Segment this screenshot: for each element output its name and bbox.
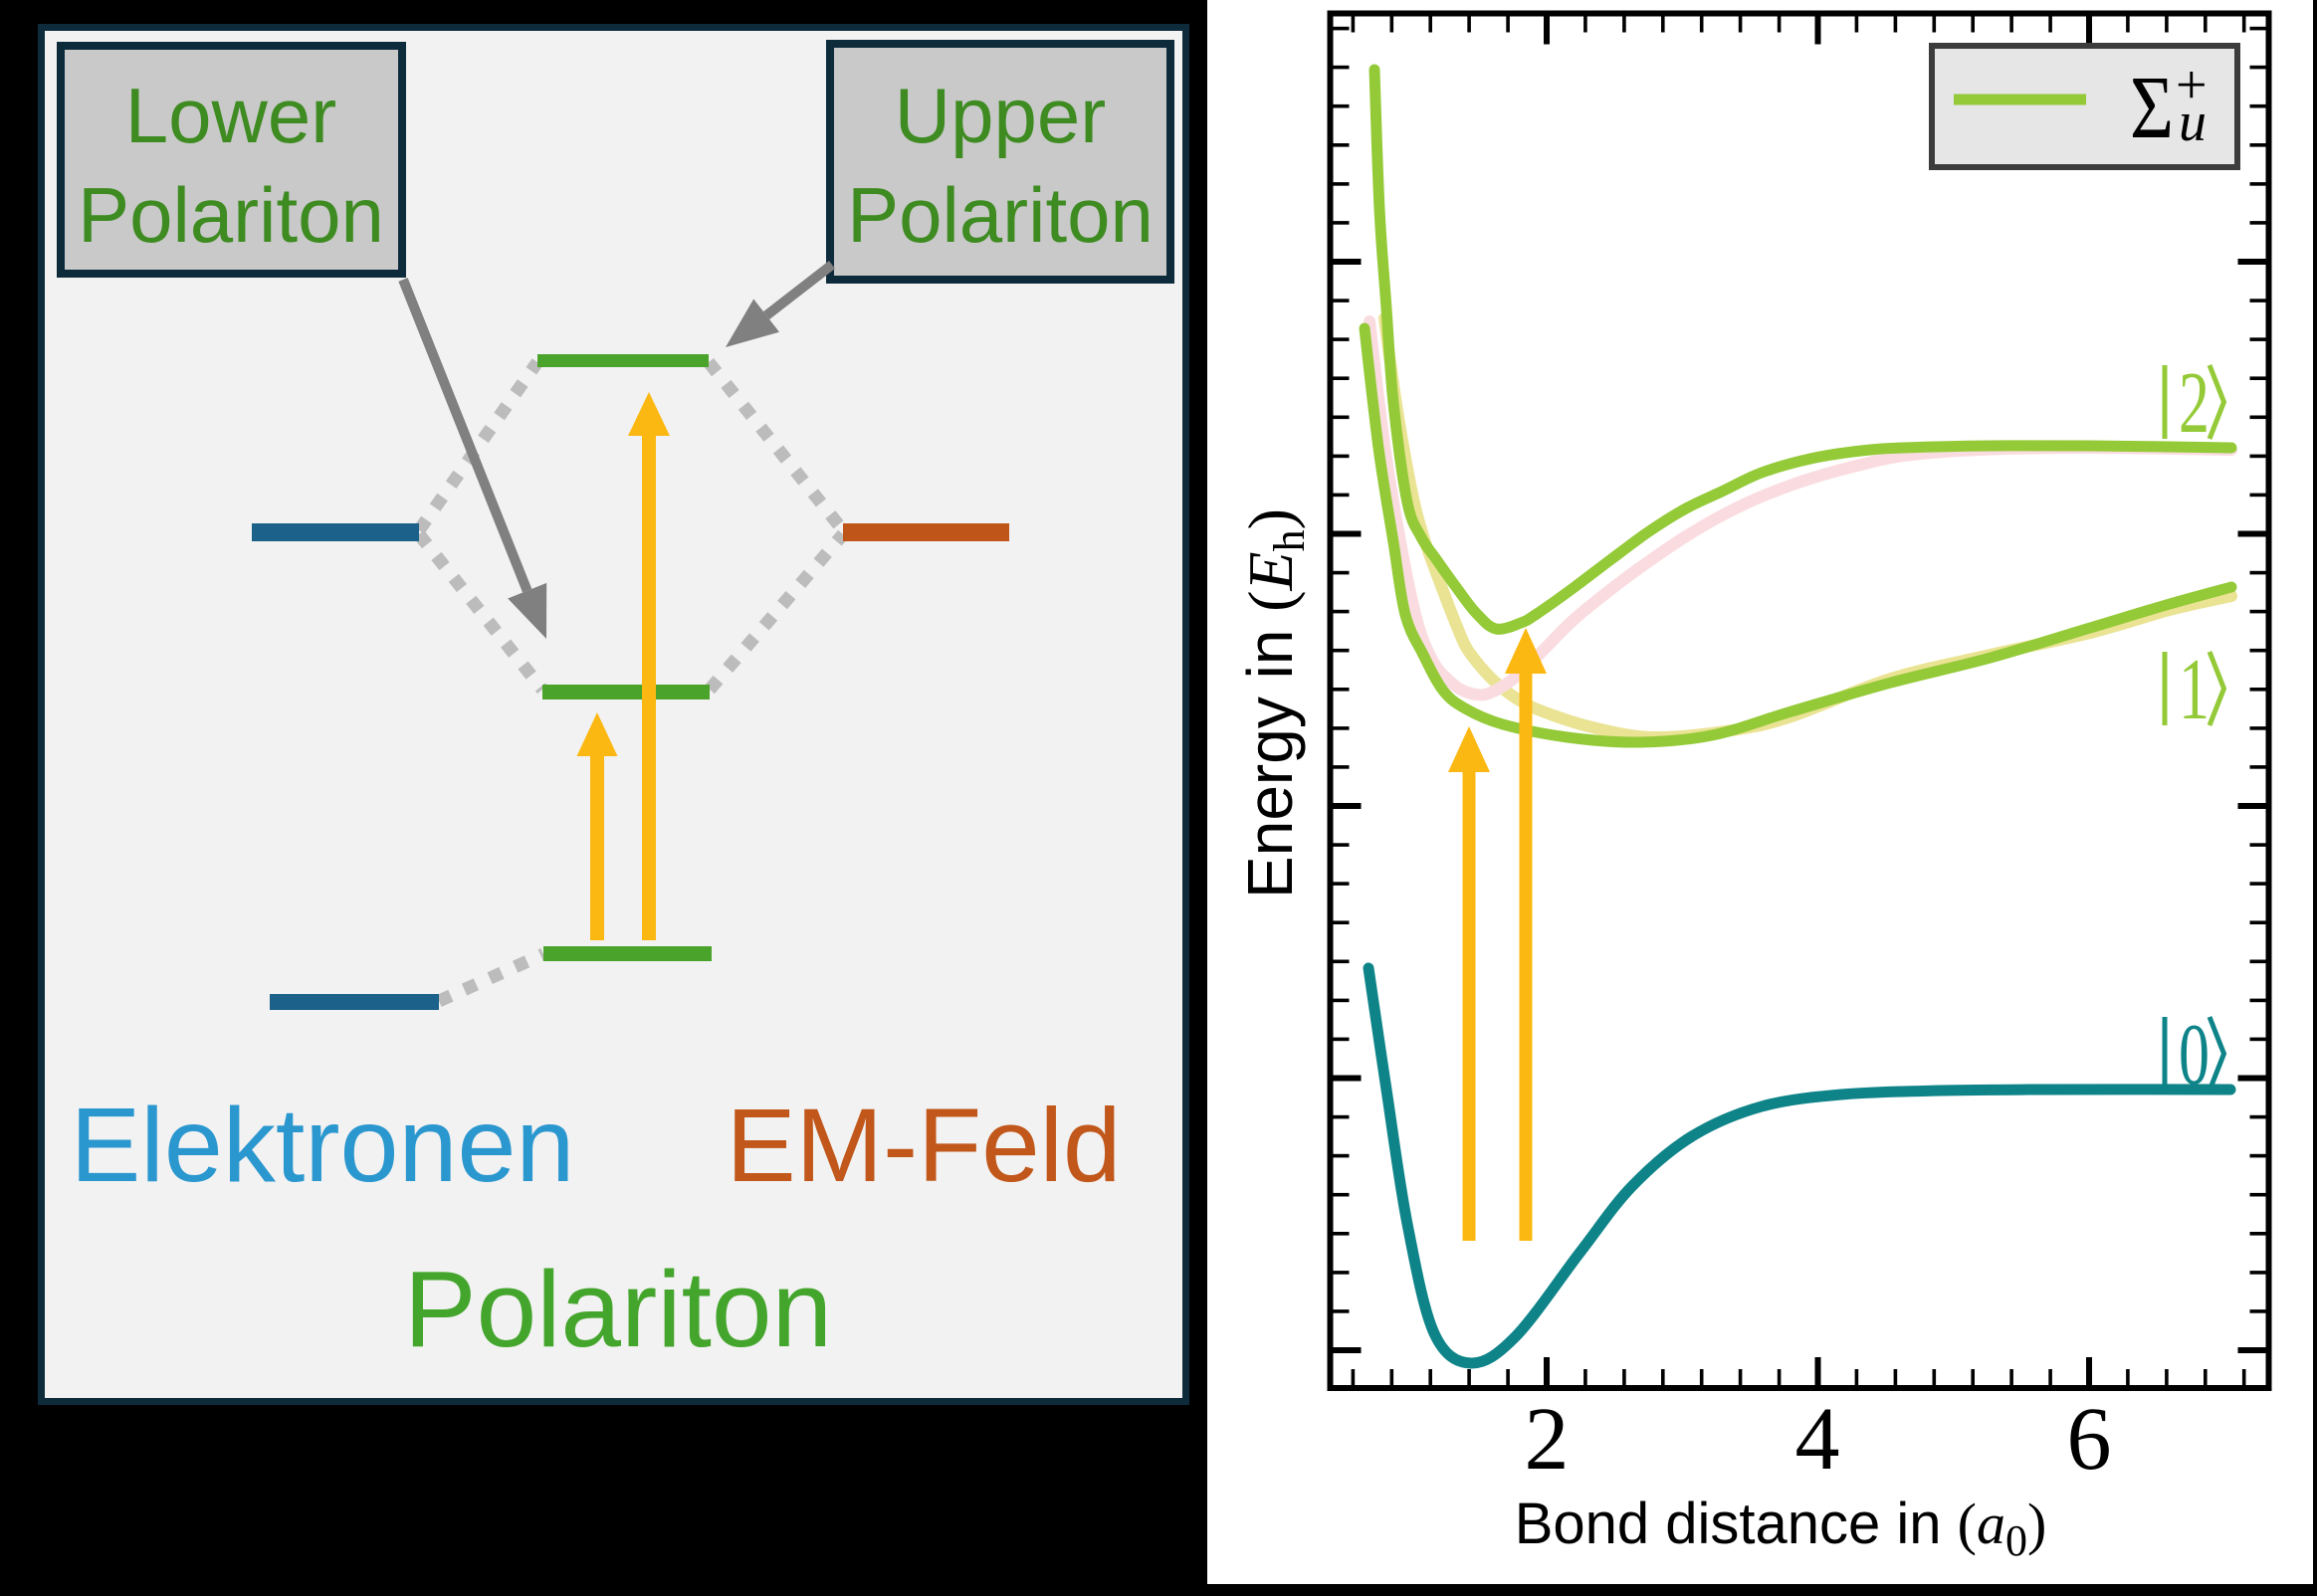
svg-text:0: 0 — [2179, 1007, 2210, 1103]
svg-text:2: 2 — [2179, 355, 2210, 452]
svg-text:Σ: Σ — [2130, 59, 2174, 157]
svg-text:Lower: Lower — [125, 72, 336, 159]
svg-text:Energy in (Eh): Energy in (Eh) — [1234, 508, 1314, 898]
svg-text:Polariton: Polariton — [404, 1249, 832, 1370]
svg-text:6: 6 — [2067, 1390, 2112, 1489]
svg-text:EM-Feld: EM-Feld — [727, 1088, 1122, 1204]
svg-text:Upper: Upper — [895, 72, 1106, 159]
svg-text:Elektronen: Elektronen — [71, 1087, 575, 1204]
svg-text:1: 1 — [2179, 642, 2210, 738]
svg-text:Polariton: Polariton — [78, 171, 384, 259]
svg-text:u: u — [2179, 92, 2207, 153]
svg-text:Bond distance in (a0): Bond distance in (a0) — [1515, 1492, 2047, 1565]
svg-text:+: + — [2176, 55, 2208, 116]
svg-text:Polariton: Polariton — [847, 171, 1154, 259]
svg-text:2: 2 — [1525, 1390, 1570, 1489]
svg-text:4: 4 — [1795, 1390, 1840, 1489]
